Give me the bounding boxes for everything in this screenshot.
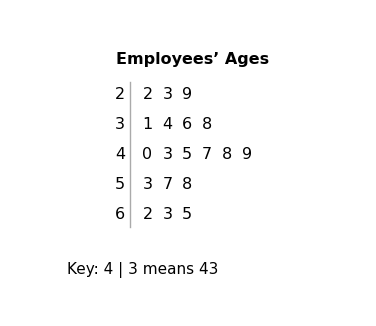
Text: Key: 4 | 3 means 43: Key: 4 | 3 means 43 [67,261,219,278]
Text: 8: 8 [182,177,192,192]
Text: 3: 3 [162,87,172,102]
Text: 3: 3 [162,147,172,162]
Text: 9: 9 [182,87,192,102]
Text: 3: 3 [115,117,125,132]
Text: 6: 6 [182,117,192,132]
Text: 2: 2 [143,87,153,102]
Text: 0: 0 [143,147,153,162]
Text: 3: 3 [162,207,172,222]
Text: 6: 6 [115,207,125,222]
Text: 5: 5 [115,177,125,192]
Text: 8: 8 [202,117,212,132]
Text: Employees’ Ages: Employees’ Ages [116,52,269,67]
Text: 1: 1 [143,117,153,132]
Text: 5: 5 [182,207,192,222]
Text: 5: 5 [182,147,192,162]
Text: 2: 2 [115,87,125,102]
Text: 7: 7 [162,177,173,192]
Text: 4: 4 [115,147,125,162]
Text: 7: 7 [202,147,212,162]
Text: 8: 8 [222,147,232,162]
Text: 9: 9 [241,147,252,162]
Text: 3: 3 [143,177,153,192]
Text: 2: 2 [143,207,153,222]
Text: 4: 4 [162,117,173,132]
